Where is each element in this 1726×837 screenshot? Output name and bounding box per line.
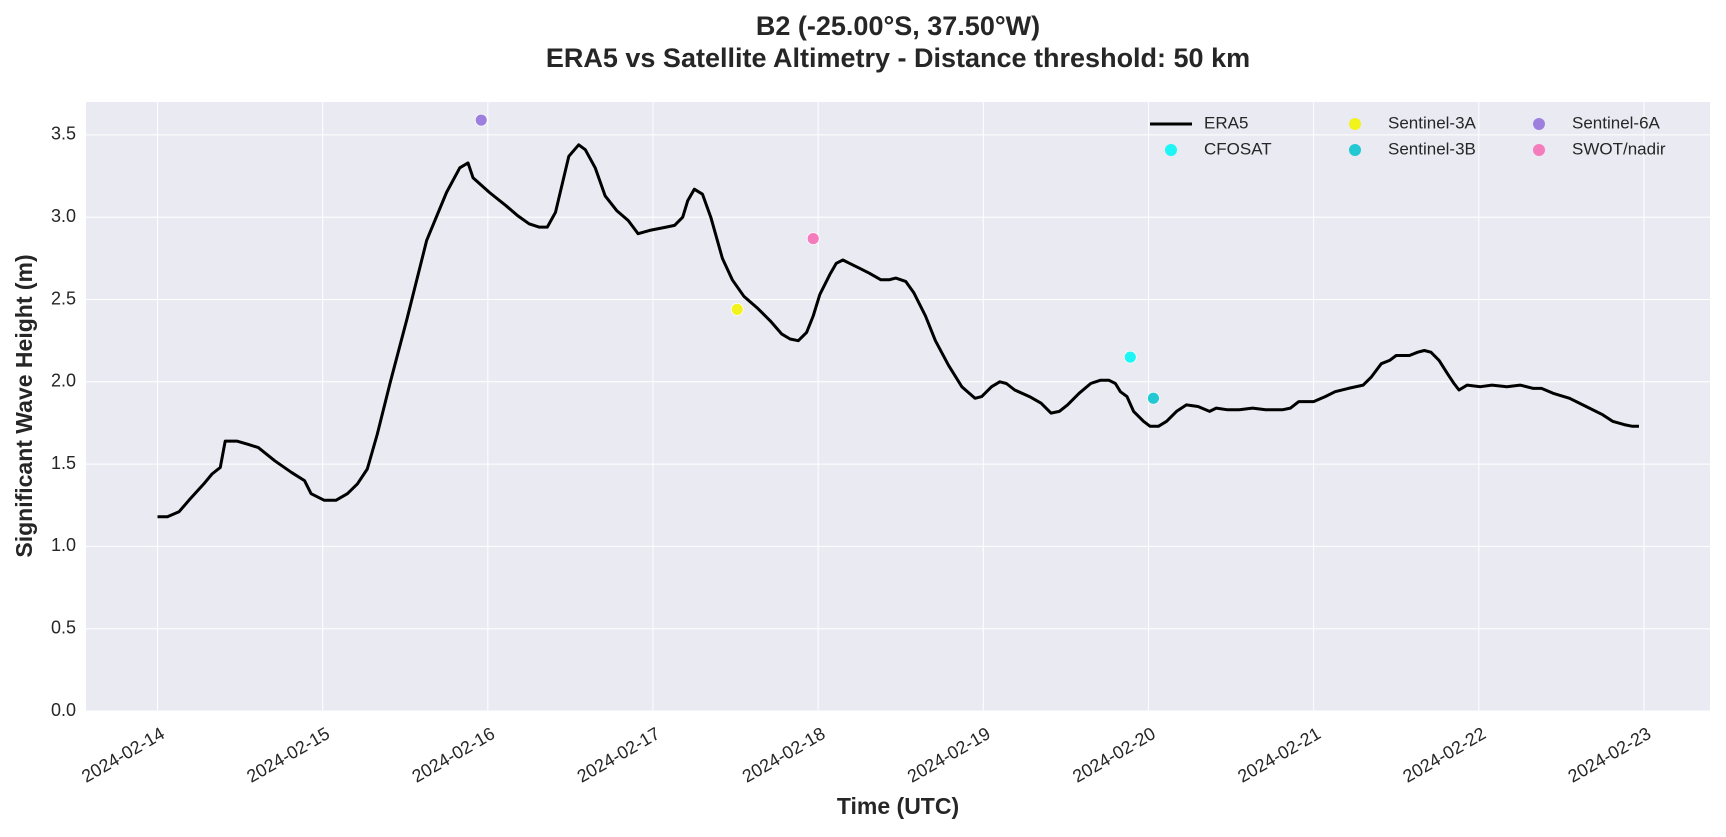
x-tick-label: 2024-02-16: [408, 723, 498, 786]
legend-label: Sentinel-6A: [1572, 113, 1661, 132]
y-tick-label: 3.5: [51, 124, 76, 144]
y-tick-label: 3.0: [51, 206, 76, 226]
y-tick-label: 0.5: [51, 617, 76, 637]
x-tick-label: 2024-02-14: [78, 723, 168, 786]
legend-marker: [1349, 118, 1361, 130]
legend-label: Sentinel-3B: [1388, 139, 1476, 158]
y-tick-label: 0.0: [51, 700, 76, 720]
era5-line: [157, 143, 1639, 519]
satellite-point: [806, 232, 820, 246]
y-tick-label: 2.0: [51, 371, 76, 391]
legend-label: Sentinel-3A: [1388, 113, 1477, 132]
x-tick-label: 2024-02-17: [574, 723, 664, 786]
legend-marker: [1533, 118, 1545, 130]
legend-label: CFOSAT: [1204, 139, 1272, 158]
x-tick-label: 2024-02-19: [904, 723, 994, 786]
x-axis-label: Time (UTC): [837, 793, 959, 819]
x-tick-label: 2024-02-22: [1399, 723, 1489, 786]
legend-marker: [1165, 144, 1177, 156]
x-tick-label: 2024-02-15: [243, 723, 333, 786]
y-tick-label: 1.5: [51, 453, 76, 473]
x-tick-label: 2024-02-18: [739, 723, 829, 786]
satellite-point: [1123, 350, 1137, 364]
plot-area: [86, 102, 1710, 711]
y-tick-label: 2.5: [51, 288, 76, 308]
legend-label: ERA5: [1204, 113, 1248, 132]
satellite-point: [474, 113, 488, 127]
x-tick-label: 2024-02-23: [1565, 723, 1655, 786]
x-tick-label: 2024-02-21: [1234, 723, 1324, 786]
y-tick-label: 1.0: [51, 535, 76, 555]
x-tick-label: 2024-02-20: [1069, 723, 1159, 786]
legend-marker: [1349, 144, 1361, 156]
chart-title: B2 (-25.00°S, 37.50°W): [756, 11, 1040, 41]
satellite-point: [730, 302, 744, 316]
legend-label: SWOT/nadir: [1572, 139, 1666, 158]
y-axis-label: Significant Wave Height (m): [11, 254, 37, 557]
chart-subtitle: ERA5 vs Satellite Altimetry - Distance t…: [546, 43, 1250, 73]
satellite-point: [1147, 391, 1160, 405]
legend-marker: [1533, 144, 1545, 156]
